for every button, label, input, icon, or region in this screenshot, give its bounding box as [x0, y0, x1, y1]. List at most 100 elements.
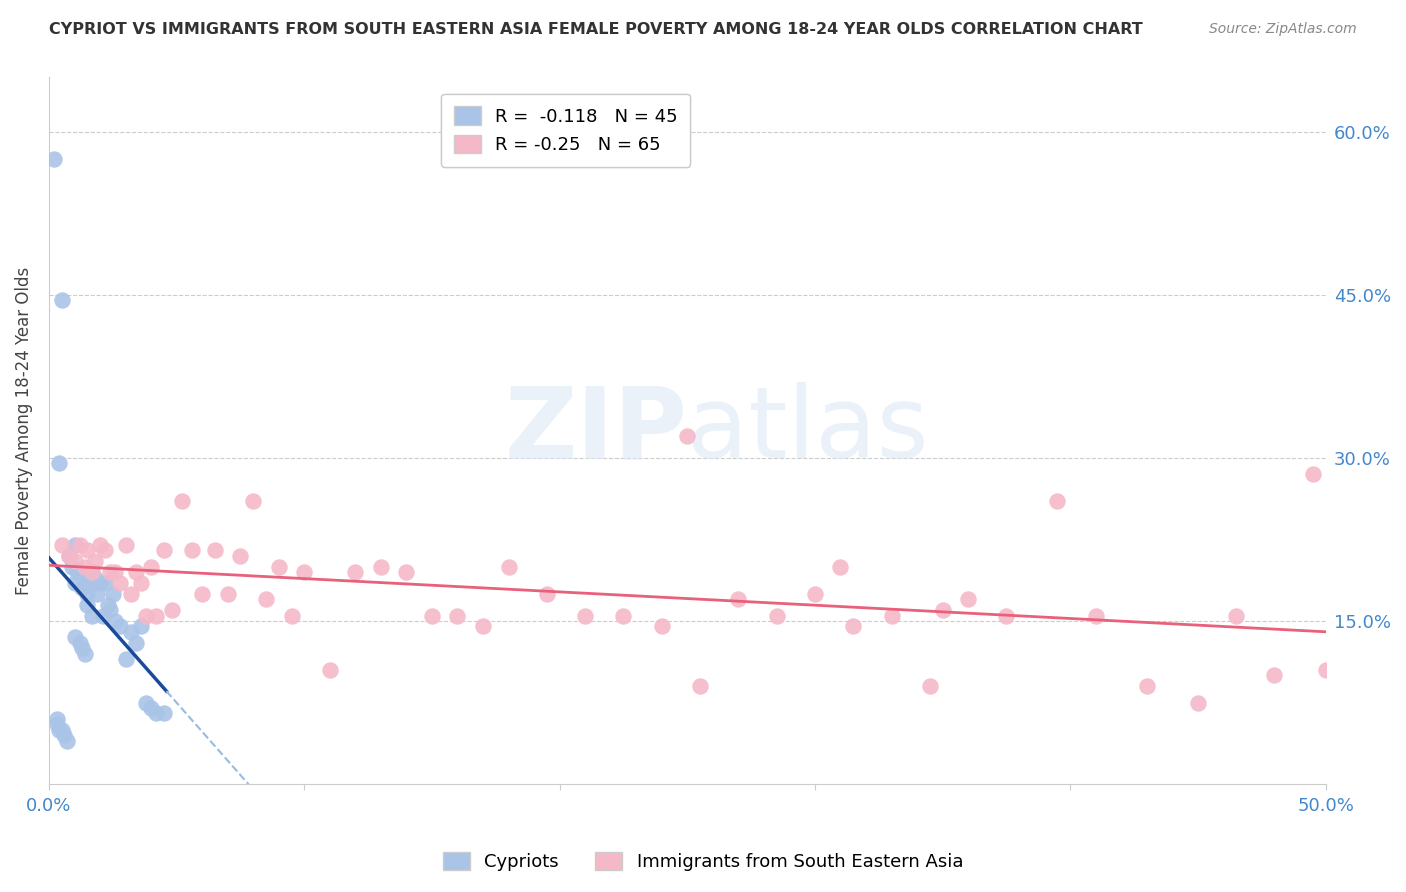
Point [957, 592, 980, 607]
Point [651, 619, 673, 633]
Point [53, 728, 76, 742]
Point [612, 608, 634, 623]
Point [395, 565, 418, 579]
Point [110, 576, 132, 591]
Point [1187, 696, 1209, 710]
Point [229, 549, 252, 563]
Point [42, 152, 65, 166]
Point [82, 608, 104, 623]
Point [472, 619, 495, 633]
Point [51, 538, 73, 552]
Point [58, 549, 80, 563]
Point [145, 706, 167, 721]
Point [89, 538, 111, 552]
Point [242, 494, 264, 508]
Point [181, 543, 204, 558]
Point [804, 587, 827, 601]
Text: CYPRIOT VS IMMIGRANTS FROM SOUTH EASTERN ASIA FEMALE POVERTY AMONG 18-24 YEAR OL: CYPRIOT VS IMMIGRANTS FROM SOUTH EASTERN… [49, 22, 1143, 37]
Point [114, 652, 136, 666]
Point [73, 559, 96, 574]
Point [676, 429, 699, 443]
Point [76, 598, 98, 612]
Point [48, 723, 70, 737]
Point [931, 603, 953, 617]
Point [1225, 608, 1247, 623]
Point [63, 630, 86, 644]
Point [86, 587, 108, 601]
Y-axis label: Female Poverty Among 18-24 Year Olds: Female Poverty Among 18-24 Year Olds [15, 267, 32, 595]
Point [84, 554, 107, 568]
Point [69, 636, 91, 650]
Point [918, 679, 941, 693]
Point [89, 576, 111, 591]
Point [70, 641, 93, 656]
Point [1315, 663, 1337, 677]
Point [574, 608, 596, 623]
Point [344, 565, 367, 579]
Point [689, 679, 711, 693]
Point [76, 543, 98, 558]
Point [204, 543, 226, 558]
Point [1084, 608, 1107, 623]
Point [84, 570, 107, 584]
Point [139, 559, 162, 574]
Point [70, 582, 93, 596]
Point [267, 559, 290, 574]
Point [420, 608, 443, 623]
Point [76, 576, 98, 591]
Point [63, 554, 86, 568]
Point [98, 565, 121, 579]
Point [145, 608, 167, 623]
Point [51, 723, 73, 737]
Point [995, 608, 1018, 623]
Point [79, 576, 101, 591]
Point [60, 559, 83, 574]
Point [69, 565, 91, 579]
Point [1046, 494, 1069, 508]
Point [98, 603, 121, 617]
Point [135, 696, 157, 710]
Point [73, 570, 96, 584]
Point [101, 587, 124, 601]
Point [114, 538, 136, 552]
Point [120, 624, 142, 639]
Point [880, 608, 903, 623]
Point [69, 538, 91, 552]
Point [125, 636, 148, 650]
Point [191, 587, 214, 601]
Point [82, 565, 104, 579]
Point [830, 559, 852, 574]
Point [129, 619, 152, 633]
Text: atlas: atlas [688, 383, 929, 479]
Point [97, 598, 120, 612]
Point [82, 565, 104, 579]
Point [842, 619, 865, 633]
Point [51, 293, 73, 308]
Point [110, 619, 132, 633]
Point [58, 549, 80, 563]
Point [280, 608, 302, 623]
Legend: R =  -0.118   N = 45, R = -0.25   N = 65: R = -0.118 N = 45, R = -0.25 N = 65 [441, 94, 690, 167]
Point [76, 587, 98, 601]
Point [1263, 668, 1285, 682]
Point [727, 592, 749, 607]
Text: Source: ZipAtlas.com: Source: ZipAtlas.com [1209, 22, 1357, 37]
Point [94, 576, 117, 591]
Legend: Cypriots, Immigrants from South Eastern Asia: Cypriots, Immigrants from South Eastern … [436, 845, 970, 879]
Point [63, 538, 86, 552]
Point [254, 592, 277, 607]
Point [153, 706, 176, 721]
Point [45, 717, 67, 731]
Point [104, 614, 127, 628]
Point [56, 733, 79, 747]
Point [153, 543, 176, 558]
Point [536, 587, 558, 601]
Point [104, 565, 127, 579]
Point [73, 647, 96, 661]
Point [48, 456, 70, 470]
Point [292, 565, 315, 579]
Point [66, 565, 89, 579]
Point [139, 701, 162, 715]
Point [125, 565, 148, 579]
Point [170, 494, 193, 508]
